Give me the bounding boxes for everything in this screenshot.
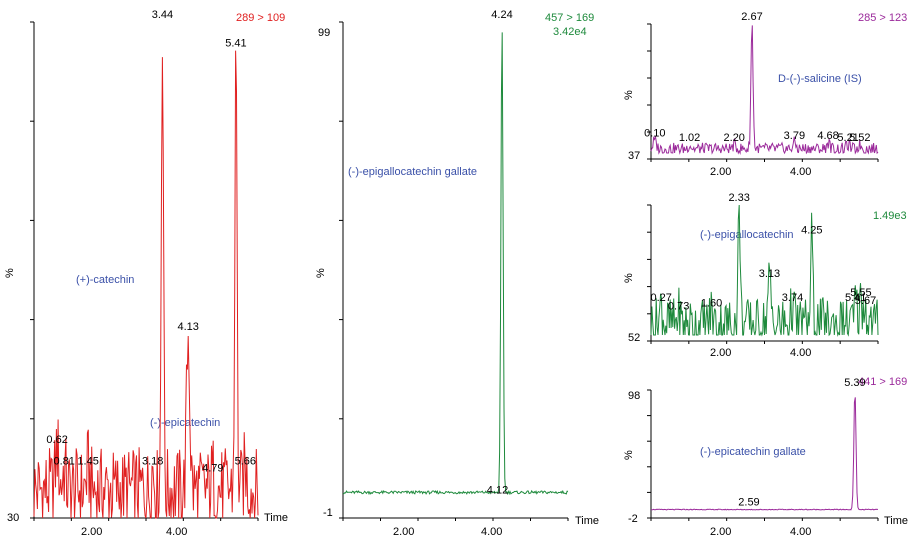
chart-marks: 0.62 0.81 1.45 3.18 3.44 4.13 4.79 5.41 5.66 4.12… — [30, 9, 879, 521]
rt-x-tick-1: 2.00 — [710, 166, 731, 178]
panel-4-peak-label: 5.39 — [844, 377, 865, 389]
rm-x-tick-2: 4.00 — [790, 347, 811, 359]
center-y-mid-label: % — [315, 268, 327, 278]
panel-3-trace — [650, 204, 879, 337]
panel-3-peak-label: 5.41 — [845, 292, 866, 304]
rb-y-bottom-label: -2 — [628, 513, 638, 525]
panel-0-peak-label: 3.44 — [152, 9, 173, 21]
rb-y-axis-label: % — [623, 450, 635, 460]
panel-0-trace — [33, 50, 259, 520]
left-compound-label-catechin: (+)-catechin — [76, 274, 134, 286]
panel-3-peak-label: 5.67 — [855, 295, 876, 307]
rm-y-bottom-label: 52 — [628, 332, 640, 344]
panel-0-peak-label: 4.79 — [202, 462, 223, 474]
center-x-tick-2: 4.00 — [481, 526, 502, 535]
panel-3-peak-label: 0.73 — [668, 300, 689, 312]
left-x-axis-label: Time — [264, 512, 288, 524]
panel-2-peak-label: 2.20 — [724, 132, 745, 144]
panel-3-peak-label: 4.25 — [801, 225, 822, 237]
panel-3-peak-label: 3.74 — [782, 292, 803, 304]
rb-x-axis-label: Time — [884, 515, 908, 527]
rt-y-bottom-label: 37 — [628, 150, 640, 162]
rm-intensity-label: 1.49e3 — [873, 210, 907, 222]
panel-0-peak-label: 5.41 — [225, 37, 246, 49]
rm-x-tick-1: 2.00 — [710, 347, 731, 359]
center-y-top-label: 99 — [318, 27, 330, 39]
panel-1-trace — [342, 32, 569, 496]
panel-0-peak-label: 0.81 — [54, 455, 75, 467]
panel-4-trace — [650, 397, 878, 511]
center-intensity-label: 3.42e4 — [553, 26, 587, 38]
panel-3-peak-label: 1.60 — [701, 298, 722, 310]
panel-0-peak-label: 1.45 — [77, 455, 98, 467]
rb-y-top-label: 98 — [628, 390, 640, 402]
panel-2-peak-label: 5.21 — [837, 132, 858, 144]
center-transition-label: 457 > 169 — [545, 12, 594, 24]
rt-compound-label: D-(-)-salicine (IS) — [778, 73, 862, 85]
panel-2-peak-label: 4.68 — [817, 130, 838, 142]
rt-transition-label: 285 > 123 — [858, 12, 907, 24]
rb-x-tick-2: 4.00 — [790, 526, 811, 535]
panel-0-peak-label: 3.18 — [142, 455, 163, 467]
panel-0-peak-label: 5.66 — [235, 455, 256, 467]
rt-x-tick-2: 4.00 — [790, 166, 811, 178]
panel-3-peak-label: 0.27 — [651, 292, 672, 304]
rt-y-axis-label: % — [623, 90, 635, 100]
rb-x-tick-1: 2.00 — [710, 526, 731, 535]
center-y-bottom-label: -1 — [323, 507, 333, 519]
panel-2-peak-label: 0.10 — [644, 128, 665, 140]
center-compound-label: (-)-epigallocatechin gallate — [348, 166, 477, 178]
center-x-tick-1: 2.00 — [393, 526, 414, 535]
panel-3-peak-label: 3.13 — [759, 268, 780, 280]
left-x-tick-1: 2.00 — [81, 526, 102, 535]
panel-4-peak-label: 2.59 — [738, 497, 759, 509]
rb-transition-label: 441 > 169 — [858, 376, 907, 388]
rb-compound-label: (-)-epicatechin gallate — [700, 446, 806, 458]
panel-2-peak-label: 3.79 — [784, 130, 805, 142]
panel-1-peak-label: 4.12 — [487, 484, 508, 496]
panel-2-trace — [650, 25, 879, 155]
panel-2-peak-label: 2.67 — [741, 11, 762, 23]
rm-y-axis-label: % — [623, 273, 635, 283]
panel-1-peak-label: 4.24 — [491, 9, 512, 21]
left-y-bottom-label: 30 — [7, 512, 19, 524]
panel-2-peak-label: 5.52 — [849, 132, 870, 144]
panel-0-peak-label: 0.62 — [46, 434, 67, 446]
panel-3-peak-label: 2.33 — [728, 192, 749, 204]
panel-2-peak-label: 1.02 — [679, 132, 700, 144]
rm-compound-label: (-)-epigallocatechin — [700, 229, 794, 241]
left-x-tick-2: 4.00 — [166, 526, 187, 535]
left-transition-label: 289 > 109 — [236, 12, 285, 24]
panel-3-peak-label: 5.55 — [850, 287, 871, 299]
left-y-axis-label: % — [4, 268, 16, 278]
center-x-axis-label: Time — [575, 515, 599, 527]
panel-0-peak-label: 4.13 — [177, 321, 198, 333]
